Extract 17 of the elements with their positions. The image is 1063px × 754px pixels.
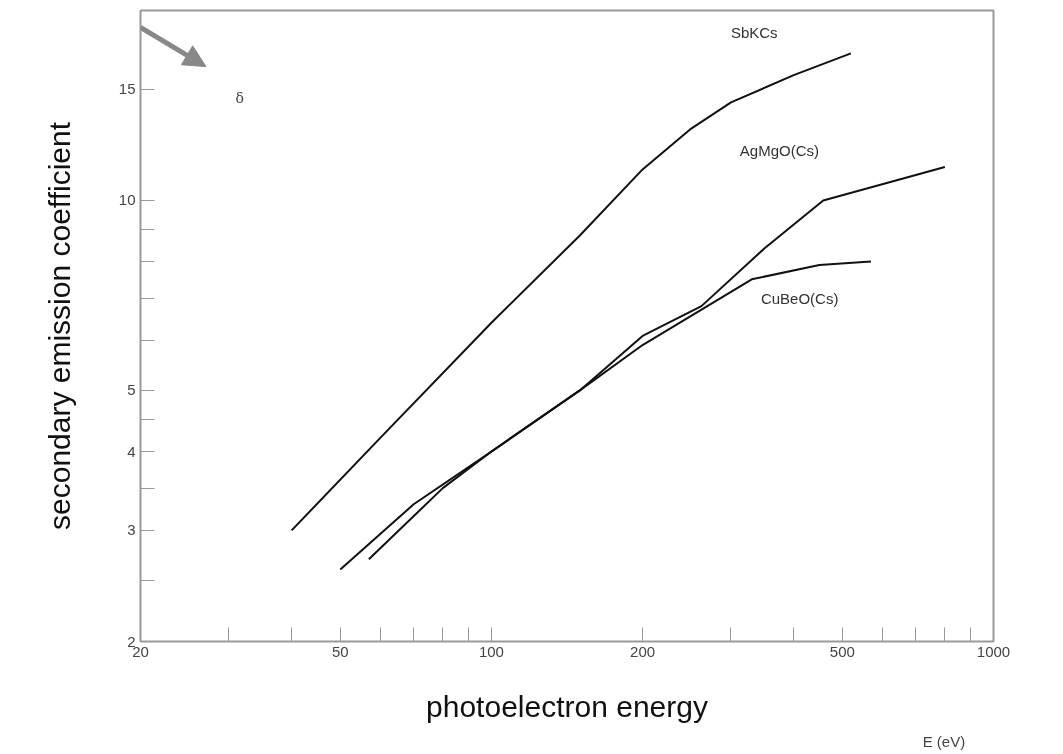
x-tick-label: 50 [331,642,349,660]
y-axis-title: secondary emission coefficient [42,121,76,530]
x-tick-label: 200 [630,642,656,660]
annotation: δ [235,89,244,106]
x-tick-label: 1000 [976,642,1011,660]
y-tick-label: 4 [127,442,136,460]
text: SbKCs [730,24,778,42]
x-axis-title: photoelectron energy [426,689,708,723]
text: AgMgO(Cs) [739,141,820,159]
y-tick-label: 5 [127,381,136,399]
y-tick-label: 10 [118,191,136,209]
y-tick-label: 3 [127,521,136,539]
y-tick-label: 15 [118,80,136,98]
text: E (eV) [922,732,966,750]
x-tick-label: 500 [829,642,855,660]
series-label: CuBeO(Cs) [760,289,839,307]
x-tick-label: 100 [478,642,504,660]
